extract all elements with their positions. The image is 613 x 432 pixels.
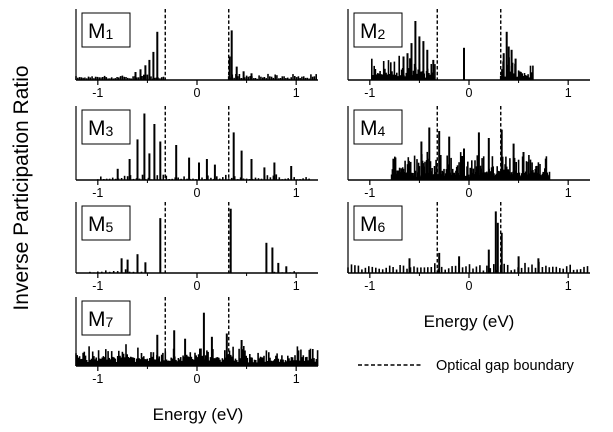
x-tick-label: 0 — [466, 279, 473, 293]
panel-2: -1 0 1 M2 — [347, 9, 590, 100]
spike-bars — [156, 312, 243, 366]
panel-7: -1 0 1 M7 — [75, 297, 319, 386]
x-tick-label: 0 — [466, 86, 473, 100]
x-tick-label: 1 — [565, 86, 572, 100]
x-tick-label: 0 — [194, 372, 201, 386]
noise-bars — [75, 344, 319, 366]
x-tick-label: -1 — [92, 279, 103, 293]
panel-label-box — [353, 12, 403, 48]
spike-bars — [402, 21, 517, 80]
x-tick-label: 1 — [293, 279, 300, 293]
panels: -1 0 1 M1 -1 0 1 M2 -1 0 1 M3 -1 0 1 M4 -1 0 1 M5 -1 0 1 M6 -1 0 1… — [75, 9, 590, 386]
x-axis-title-left: Energy (eV) — [153, 405, 244, 424]
panel-label: M5 — [88, 213, 114, 236]
spike-bars — [408, 211, 540, 273]
panel-4: -1 0 1 M4 — [347, 106, 590, 200]
x-tick-label: -1 — [364, 86, 375, 100]
panel-3: -1 0 1 M3 — [75, 106, 318, 200]
x-tick-label: -1 — [92, 86, 103, 100]
panel-label-box — [81, 109, 131, 145]
noise-bars — [75, 73, 318, 80]
x-tick-label: 0 — [194, 186, 201, 200]
noise-bars — [390, 151, 551, 180]
panel-label-box — [81, 300, 131, 336]
x-tick-label: -1 — [92, 186, 103, 200]
spike-bars — [420, 127, 525, 180]
panel-label: M1 — [88, 20, 114, 43]
panel-1: -1 0 1 M1 — [75, 9, 318, 100]
x-tick-label: 0 — [194, 86, 201, 100]
x-tick-label: 0 — [194, 279, 201, 293]
spike-bars — [120, 208, 288, 273]
x-tick-label: -1 — [364, 279, 375, 293]
noise-bars — [370, 55, 534, 80]
x-axis-title-right: Energy (eV) — [424, 312, 515, 331]
spike-bars — [134, 30, 253, 80]
y-axis-title: Inverse Participation Ratio — [10, 65, 33, 310]
panel-label: M4 — [360, 117, 386, 140]
panel-6: -1 0 1 M6 — [347, 202, 590, 293]
legend: Optical gap boundary — [358, 358, 575, 374]
panel-label: M6 — [360, 213, 386, 236]
x-tick-label: -1 — [92, 372, 103, 386]
panel-label: M3 — [88, 117, 114, 140]
x-tick-label: 1 — [293, 372, 300, 386]
panel-label-box — [81, 12, 131, 48]
panel-label: M2 — [360, 20, 386, 43]
panel-label: M7 — [88, 308, 114, 331]
x-tick-label: 1 — [293, 186, 300, 200]
x-tick-label: 1 — [565, 279, 572, 293]
x-tick-label: 1 — [565, 186, 572, 200]
x-tick-label: -1 — [364, 186, 375, 200]
panel-label-box — [353, 205, 403, 241]
x-tick-label: 0 — [466, 186, 473, 200]
panel-label-box — [353, 109, 403, 145]
x-tick-label: 1 — [293, 86, 300, 100]
panel-5: -1 0 1 M5 — [75, 202, 318, 293]
legend-label: Optical gap boundary — [436, 358, 575, 374]
panel-label-box — [81, 205, 131, 241]
spike-bars — [116, 113, 293, 180]
noise-bars — [347, 261, 589, 273]
